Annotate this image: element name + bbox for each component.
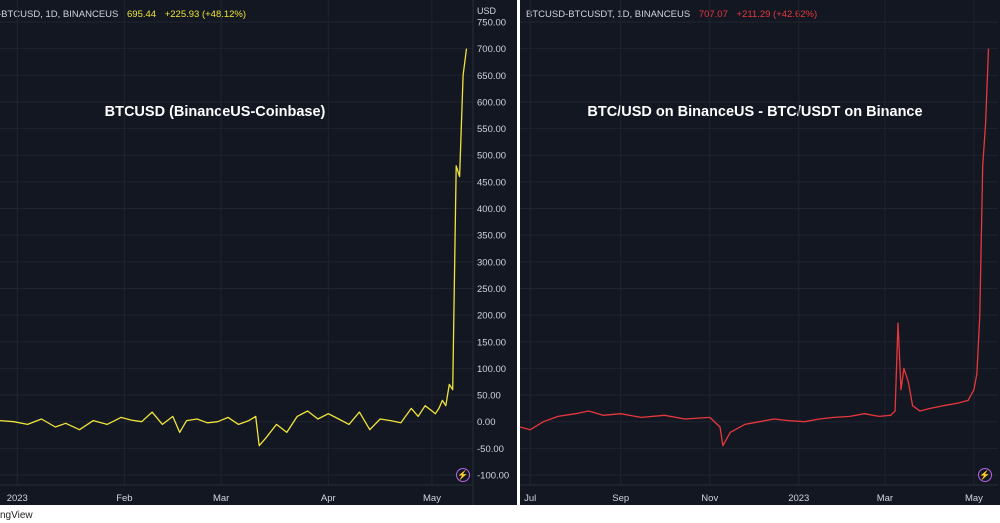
y-tick-label: 250.00 [477, 284, 506, 295]
left-unit-label: USD [477, 6, 497, 16]
x-tick-label: Mar [877, 493, 893, 504]
y-tick-label: 500.00 [477, 151, 506, 162]
left-chart-title: BTCUSD (BinanceUS-Coinbase) [104, 104, 326, 120]
x-tick-label: Sep [612, 493, 629, 504]
x-tick-label: Mar [213, 493, 229, 504]
right-chart-title: BTC/USD on BinanceUS - BTC/USDT on Binan… [587, 104, 923, 120]
right-chart-panel: BTCUSD-BTCUSDT, 1D, BINANCEUS 707.07 +21… [520, 0, 1000, 505]
left-last-price: 695.44 [127, 9, 157, 20]
y-tick-label: -100.00 [477, 471, 509, 482]
y-tick-label: 50.00 [477, 391, 501, 402]
y-tick-label: 150.00 [477, 337, 506, 348]
y-tick-label: -50.00 [477, 444, 504, 455]
right-chart-header: BTCUSD-BTCUSDT, 1D, BINANCEUS 707.07 +21… [526, 9, 817, 20]
tradingview-brand: ngView [0, 510, 33, 521]
left-symbol: -BTCUSD, 1D, BINANCEUS [0, 9, 119, 20]
x-tick-label: Feb [116, 493, 132, 504]
right-change: +211.29 (+42.62%) [736, 9, 818, 20]
y-tick-label: 450.00 [477, 177, 506, 188]
x-tick-label: May [423, 493, 441, 504]
left-change: +225.93 (+48.12%) [164, 9, 247, 20]
y-tick-label: 700.00 [477, 44, 506, 55]
y-tick-label: 750.00 [477, 18, 506, 29]
x-tick-label: Apr [321, 493, 336, 504]
left-chart-panel: -BTCUSD, 1D, BINANCEUS 695.44 +225.93 (+… [0, 0, 517, 505]
y-tick-label: 100.00 [477, 364, 506, 375]
y-tick-label: 200.00 [477, 311, 506, 322]
right-chart-svg: Jul Sep Nov 2023 Mar May [520, 0, 998, 504]
y-tick-label: 600.00 [477, 97, 506, 108]
right-last-price: 707.07 [698, 9, 728, 20]
y-tick-label: 350.00 [477, 231, 506, 242]
right-symbol: BTCUSD-BTCUSDT, 1D, BINANCEUS [526, 9, 691, 20]
left-chart-header: -BTCUSD, 1D, BINANCEUS 695.44 +225.93 (+… [0, 9, 246, 20]
y-tick-label: 650.00 [477, 71, 506, 82]
y-tick-label: 300.00 [477, 257, 506, 268]
x-tick-label: Jul [524, 493, 536, 504]
left-chart-svg: 750.00 700.00 650.00 600.00 550.00 500.00 450.… [0, 0, 509, 505]
x-tick-label: 2023 [7, 493, 28, 504]
x-tick-label: Nov [701, 493, 718, 504]
x-tick-label: May [965, 493, 983, 504]
y-tick-label: 550.00 [477, 124, 506, 135]
y-tick-label: 0.00 [477, 417, 496, 428]
lightning-bolt-icon[interactable]: ⚡ [978, 468, 992, 482]
lightning-bolt-icon[interactable]: ⚡ [456, 468, 470, 482]
series-line [520, 48, 990, 447]
y-tick-label: 400.00 [477, 204, 506, 215]
x-tick-label: 2023 [788, 493, 809, 504]
series-line [0, 48, 468, 447]
